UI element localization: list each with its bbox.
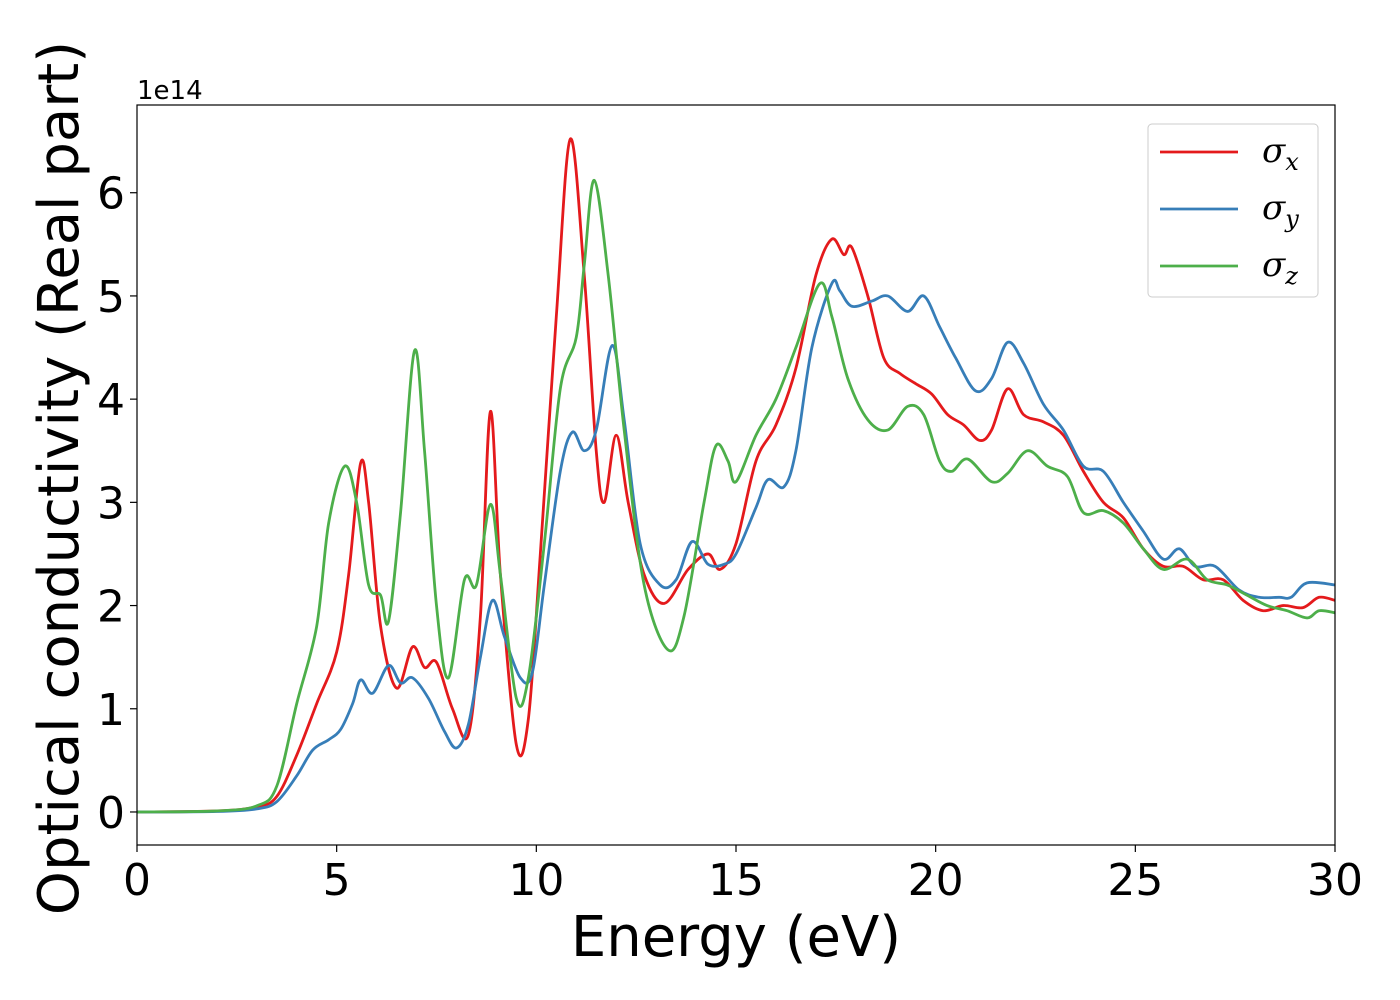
y-tick-label: 0 (97, 788, 125, 839)
x-tick-label: 5 (323, 855, 351, 906)
x-tick-label: 10 (508, 855, 564, 906)
series-layer (137, 137, 1335, 814)
legend-label-y: σy (1262, 188, 1299, 233)
y-tick-label: 6 (97, 169, 125, 220)
legend-label-z: σz (1262, 245, 1298, 290)
y-tick-label: 5 (97, 272, 125, 323)
y-tick-label: 2 (97, 582, 125, 633)
series-line-y (137, 278, 1335, 814)
x-axis: 0 5 10 15 20 25 30 (123, 845, 1363, 906)
x-tick-label: 25 (1107, 855, 1163, 906)
y-axis-offset-label: 1e14 (137, 76, 203, 106)
series-line-z (137, 178, 1335, 814)
x-tick-label: 20 (908, 855, 964, 906)
legend-box (1147, 123, 1319, 298)
y-axis: 0 1 2 3 4 5 6 (97, 169, 137, 839)
x-tick-label: 30 (1307, 855, 1363, 906)
x-tick-label: 0 (123, 855, 151, 906)
x-tick-label: 15 (708, 855, 764, 906)
legend-label-x: σx (1262, 131, 1299, 176)
y-tick-label: 3 (97, 478, 125, 529)
y-tick-label: 4 (97, 375, 125, 426)
legend: σx σy σz (1147, 123, 1319, 298)
x-axis-title: Energy (eV) (571, 905, 901, 970)
series-line-x (137, 137, 1335, 814)
y-tick-label: 1 (97, 685, 125, 736)
y-axis-title: Optical conductivity (Real part) (27, 41, 92, 915)
